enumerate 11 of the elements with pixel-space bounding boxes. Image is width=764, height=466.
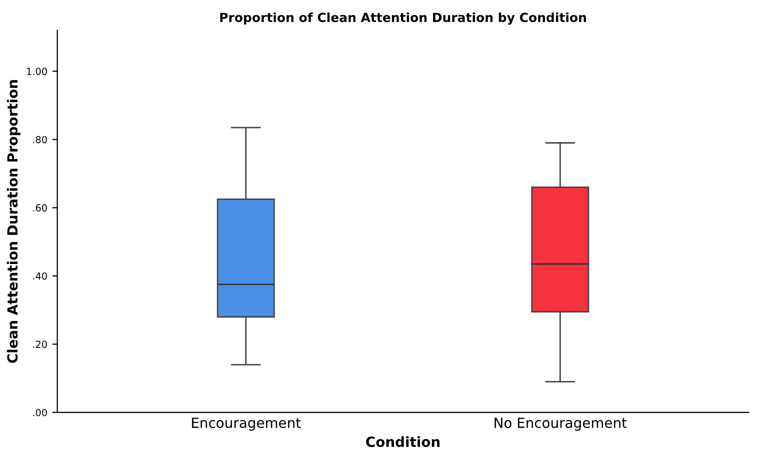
y-tick-label: .00 [33, 408, 47, 416]
x-tick-label: Encouragement [192, 418, 301, 431]
chart-title: Proportion of Clean Attention Duration by Condition [220, 12, 586, 25]
y-tick-label: .40 [33, 272, 47, 280]
y-tick-label: 1.00 [27, 68, 47, 76]
y-tick-label: .60 [33, 204, 47, 212]
y-axis-title: Clean Attention Duration Proportion [6, 80, 20, 363]
y-tick-label: .80 [33, 136, 47, 144]
x-tick-label: No Encouragement [494, 418, 627, 431]
x-axis-title: Condition [366, 436, 440, 448]
y-tick-label: .20 [33, 340, 47, 348]
